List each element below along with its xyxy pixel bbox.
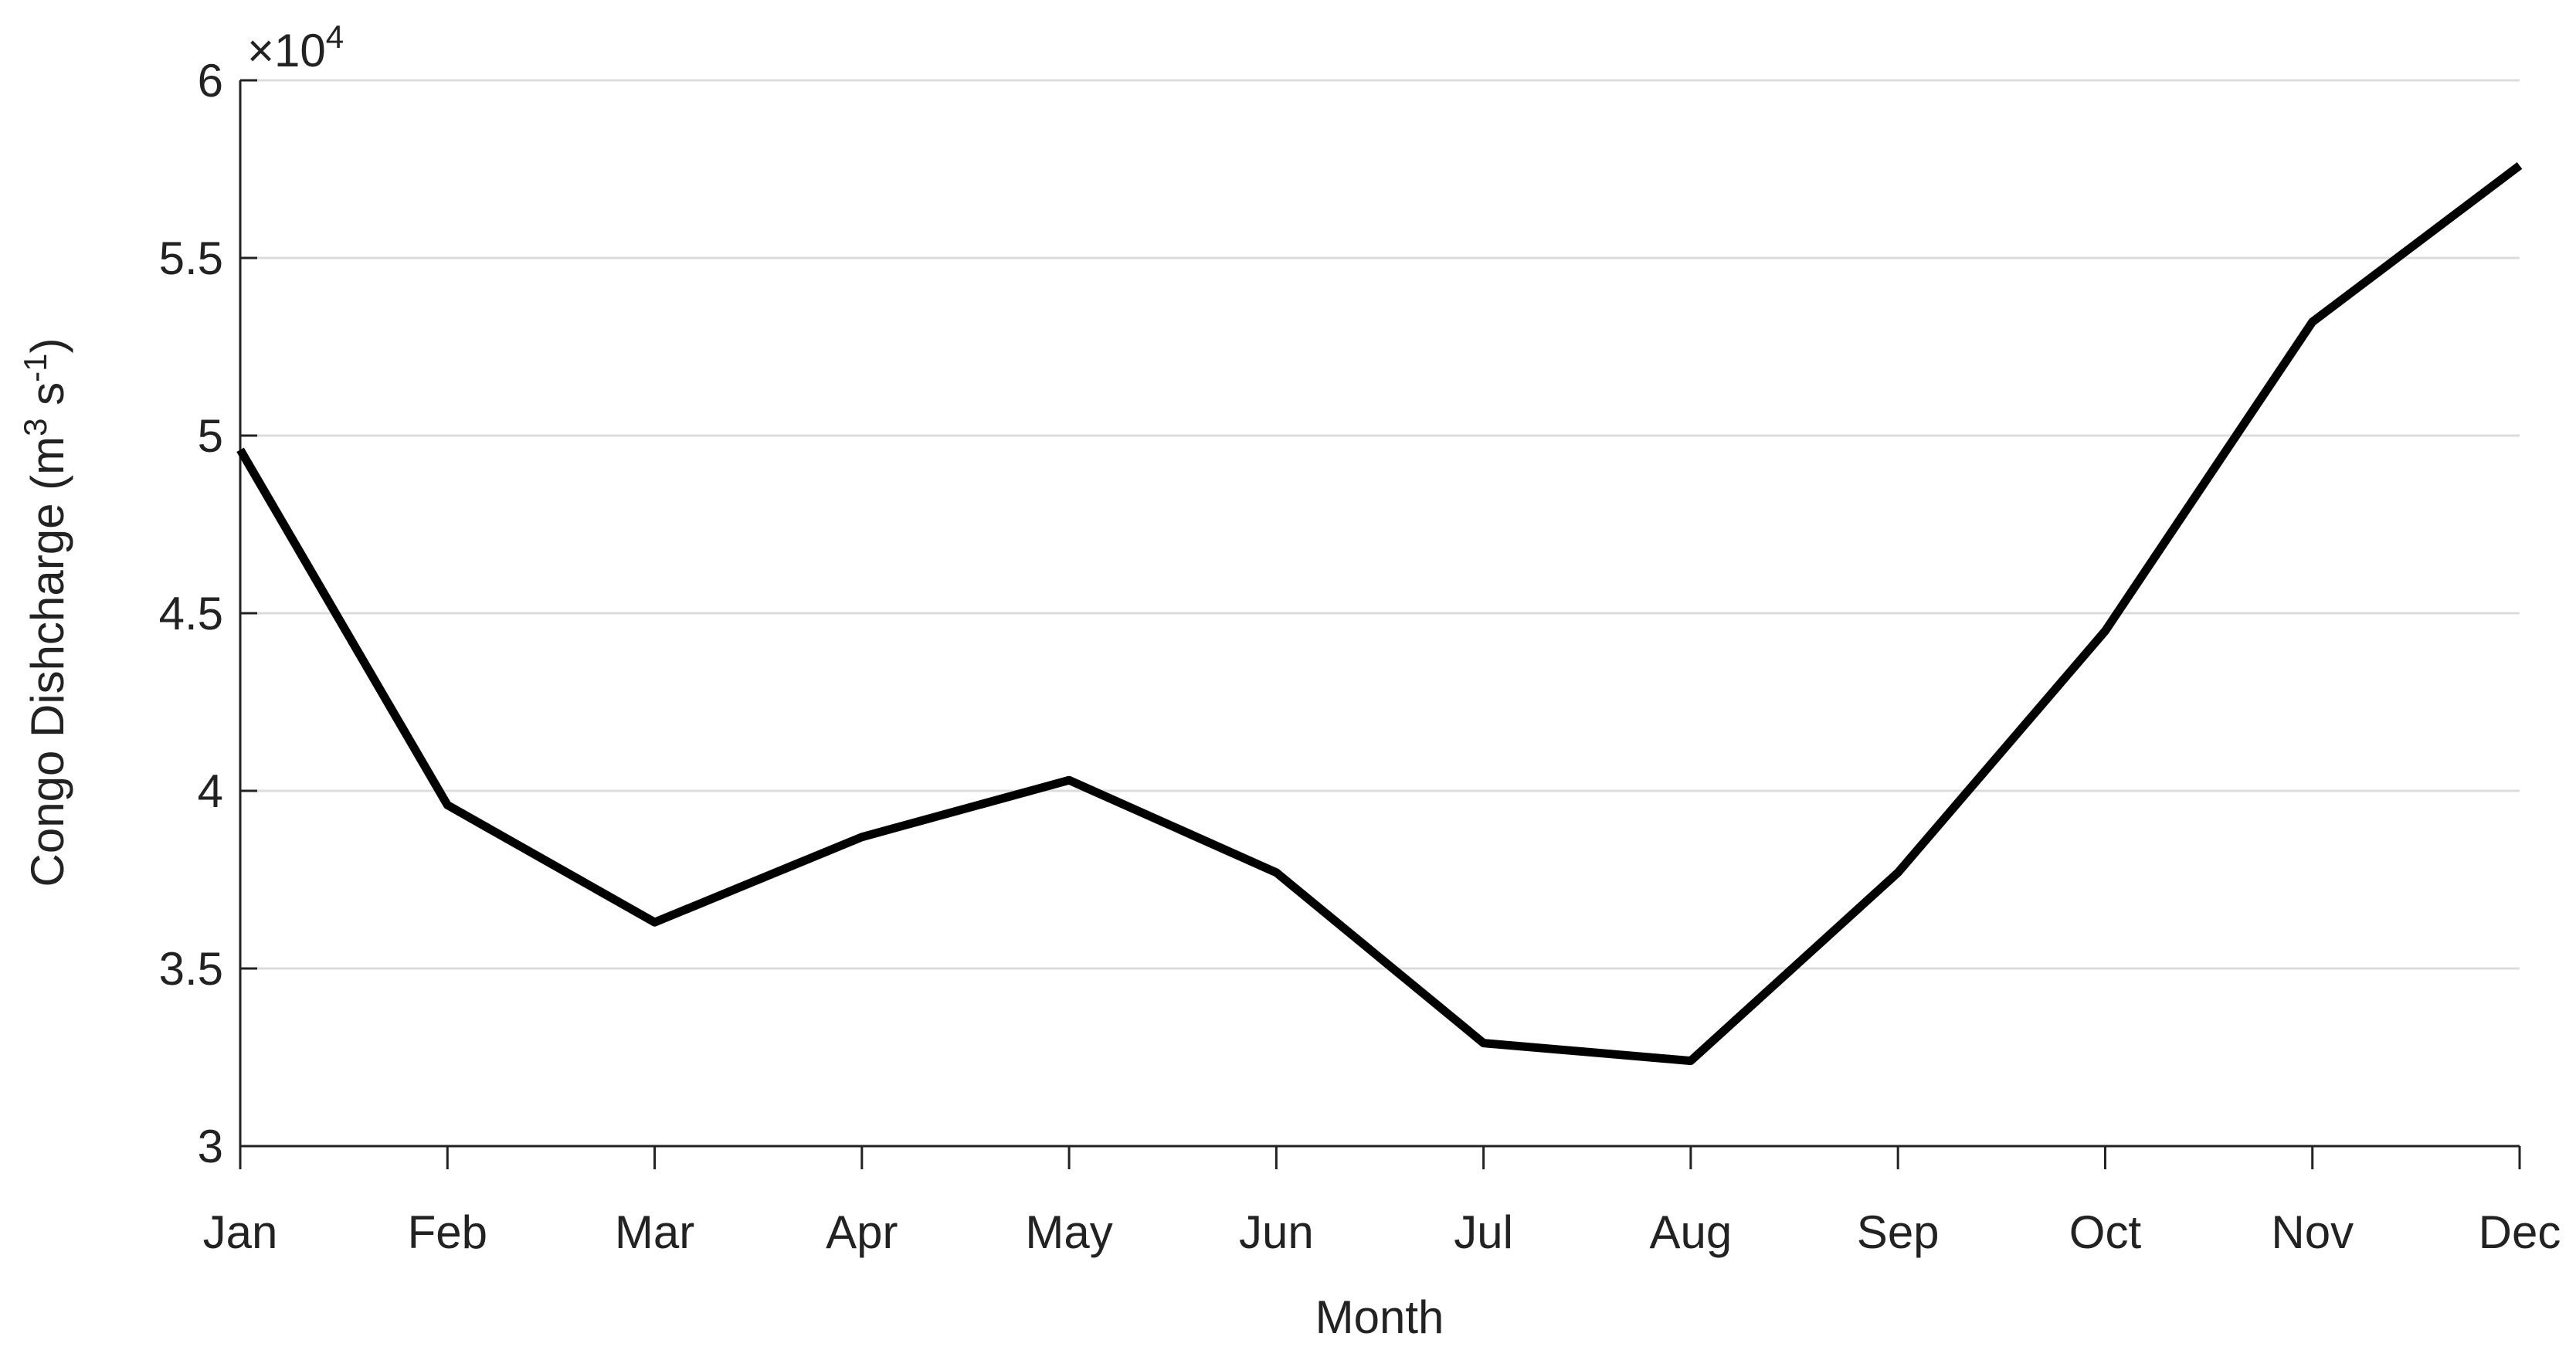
y-tick-label: 3 (198, 1121, 223, 1172)
x-tick-label: Jan (203, 1206, 278, 1258)
x-tick-label: Mar (615, 1206, 694, 1258)
x-tick-label: Dec (2479, 1206, 2561, 1258)
multiplier-power: 4 (326, 19, 344, 55)
x-tick-label: Aug (1650, 1206, 1733, 1258)
y-tick-label: 4.5 (159, 588, 223, 639)
y-label-part: 3 (17, 419, 53, 436)
y-tick-label: 5 (198, 410, 223, 462)
x-tick-label: Jun (1239, 1206, 1314, 1258)
y-label-part: ) (22, 338, 73, 354)
x-tick-label: Feb (408, 1206, 487, 1258)
y-tick-label: 6 (198, 55, 223, 107)
y-label-part: Congo Dishcharge (m (22, 436, 73, 887)
y-label-part: s (22, 382, 73, 419)
y-tick-label: 5.5 (159, 232, 223, 284)
data-line (236, 162, 2523, 1066)
x-tick-label: Nov (2271, 1206, 2354, 1258)
x-tick-label: Sep (1857, 1206, 1940, 1258)
y-tick-label: 3.5 (159, 943, 223, 995)
x-tick-label: Jul (1454, 1206, 1513, 1258)
x-tick-label: Oct (2069, 1206, 2142, 1258)
y-tick-label: 4 (198, 765, 223, 817)
x-tick-label: Apr (826, 1206, 898, 1258)
multiplier-base: ×10 (247, 25, 326, 76)
x-axis-label: Month (1315, 1291, 1444, 1343)
y-axis-label: Congo Dishcharge (m3 s-1) (17, 338, 73, 887)
x-tick-label: May (1025, 1206, 1112, 1258)
y-label-part: -1 (17, 354, 53, 382)
y-multiplier: ×104 (247, 19, 344, 76)
